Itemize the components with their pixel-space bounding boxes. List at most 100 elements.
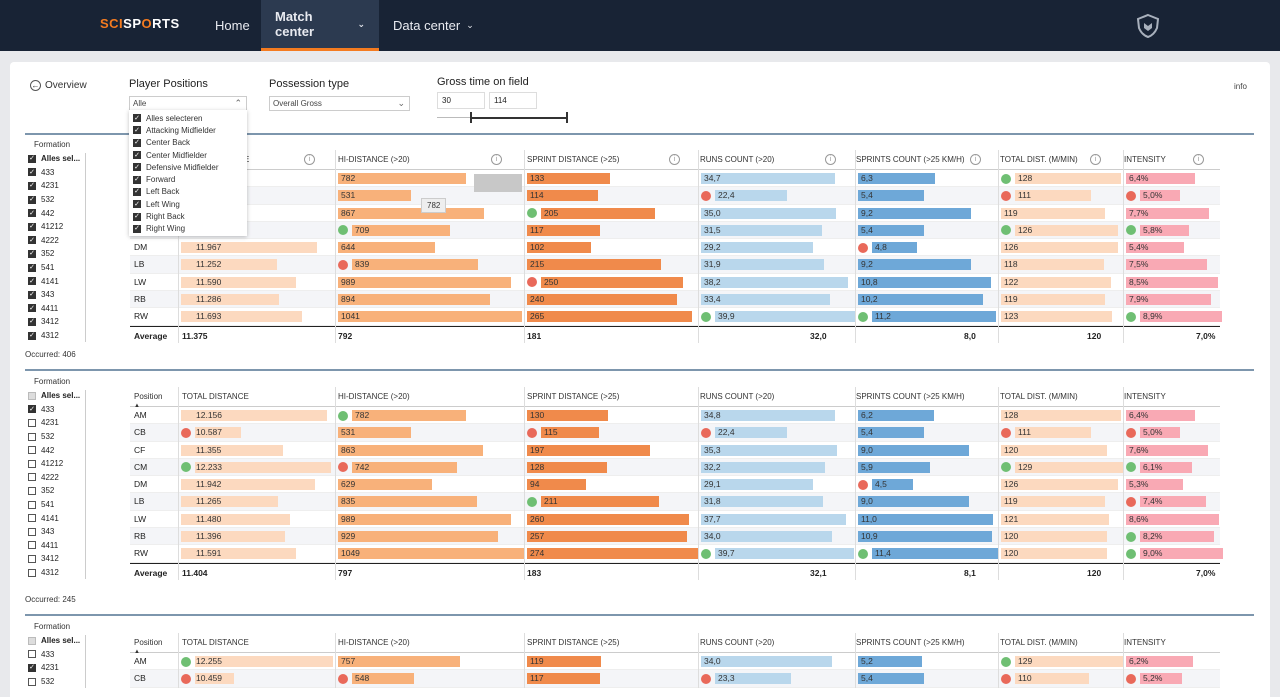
position-option[interactable]: ✓ Alles selecteren [129, 112, 247, 124]
checkbox-checked-icon[interactable]: ✓ [133, 151, 141, 160]
formation-option[interactable]: ✓ 4411 [26, 302, 88, 316]
checkbox-checked-icon[interactable]: ✓ [28, 249, 36, 258]
checkbox-empty-icon[interactable] [28, 459, 36, 468]
formation-option[interactable]: 4222 [26, 471, 88, 485]
checkbox-empty-icon[interactable] [28, 541, 36, 550]
position-option[interactable]: ✓ Center Midfielder [129, 149, 247, 161]
header-total-dist-m-min[interactable]: TOTAL DIST. (M/MIN) [1000, 155, 1078, 164]
table-row[interactable]: LB 11.265 835 211 31,8 9,0 119 7,4% [130, 493, 1220, 511]
formation-option[interactable]: ✓ 4141 [26, 274, 88, 288]
checkbox-partial-icon[interactable] [28, 636, 36, 645]
formation-option[interactable]: ✓ 41212 [26, 220, 88, 234]
formation-option[interactable]: ✓ 532 [26, 193, 88, 207]
formation-option[interactable]: 442 [26, 443, 88, 457]
checkbox-checked-icon[interactable]: ✓ [133, 114, 141, 123]
formation-option[interactable]: 532 [26, 430, 88, 444]
checkbox-checked-icon[interactable]: ✓ [28, 195, 36, 204]
formation-option[interactable]: ✓ 343 [26, 288, 88, 302]
header-total-dist-m-min[interactable]: TOTAL DIST. (M/MIN) [1000, 392, 1078, 401]
table-row[interactable]: LW 11.480 989 260 37,7 11,0 121 8,6% [130, 511, 1220, 529]
checkbox-empty-icon[interactable] [28, 473, 36, 482]
formation-option[interactable]: ✓ 433 [26, 166, 88, 180]
header-sprints-count[interactable]: SPRINTS COUNT (>25 KM/H) [856, 155, 965, 164]
position-option[interactable]: ✓ Defensive Midfielder [129, 161, 247, 173]
formation-option[interactable]: ✓ 352 [26, 247, 88, 261]
formation-option[interactable]: ✓ 4222 [26, 234, 88, 248]
gross-time-slider-max-handle[interactable] [566, 112, 568, 123]
formation-option[interactable]: Alles sel... [26, 634, 88, 648]
nav-match-center[interactable]: Match center ⌄ [261, 0, 379, 51]
formation-option[interactable]: Alles sel... [26, 389, 88, 403]
checkbox-empty-icon[interactable] [28, 486, 36, 495]
checkbox-checked-icon[interactable]: ✓ [133, 212, 141, 221]
formation-option[interactable]: ✓ 4231 [26, 179, 88, 193]
table-row[interactable]: RW 11.693 1041 265 39,9 11,2 123 8,9% [130, 308, 1222, 326]
possession-type-select[interactable]: Overall Gross ⌄ [269, 96, 410, 111]
gross-time-min-input[interactable]: 30 [437, 92, 485, 109]
sort-ascending-icon[interactable]: ▲ [134, 403, 140, 409]
sort-ascending-icon[interactable]: ▲ [134, 649, 140, 655]
checkbox-empty-icon[interactable] [28, 527, 36, 536]
shield-icon[interactable] [1135, 13, 1161, 39]
checkbox-checked-icon[interactable]: ✓ [28, 304, 36, 313]
player-positions-select[interactable]: Alle ⌃ [129, 96, 247, 111]
info-icon[interactable]: i [825, 154, 836, 165]
checkbox-checked-icon[interactable]: ✓ [28, 263, 36, 272]
checkbox-empty-icon[interactable] [28, 568, 36, 577]
formation-option[interactable]: 541 [26, 498, 88, 512]
header-hi-distance[interactable]: HI-DISTANCE (>20) [338, 638, 410, 647]
checkbox-empty-icon[interactable] [28, 446, 36, 455]
checkbox-checked-icon[interactable]: ✓ [133, 200, 141, 209]
checkbox-checked-icon[interactable]: ✓ [133, 175, 141, 184]
formation-option[interactable]: ✓ 433 [26, 403, 88, 417]
checkbox-checked-icon[interactable]: ✓ [28, 663, 36, 672]
header-intensity[interactable]: INTENSITY [1124, 155, 1166, 164]
checkbox-checked-icon[interactable]: ✓ [133, 163, 141, 172]
header-intensity[interactable]: INTENSITY [1124, 638, 1166, 647]
checkbox-empty-icon[interactable] [28, 514, 36, 523]
header-position[interactable]: Position [134, 638, 163, 647]
checkbox-checked-icon[interactable]: ✓ [133, 126, 141, 135]
checkbox-empty-icon[interactable] [28, 418, 36, 427]
header-runs-count[interactable]: RUNS COUNT (>20) [700, 392, 775, 401]
table-row[interactable]: LW 11.590 989 250 38,2 10,8 122 8,5% [130, 274, 1220, 292]
checkbox-checked-icon[interactable]: ✓ [28, 154, 36, 163]
formation-option[interactable]: 3412 [26, 552, 88, 566]
info-link[interactable]: info [1234, 82, 1247, 91]
table-row[interactable]: AM 12.255 757 119 34,0 5,2 129 6,2% [130, 653, 1220, 671]
checkbox-partial-icon[interactable] [28, 391, 36, 400]
position-option[interactable]: ✓ Forward [129, 173, 247, 185]
checkbox-checked-icon[interactable]: ✓ [28, 331, 36, 340]
nav-data-center[interactable]: Data center ⌄ [379, 0, 488, 51]
checkbox-checked-icon[interactable]: ✓ [28, 317, 36, 326]
table-row[interactable]: CF 11.355 863 197 35,3 9,0 120 7,6% [130, 442, 1220, 459]
header-position[interactable]: Position [134, 392, 163, 401]
position-option[interactable]: ✓ Left Wing [129, 198, 247, 210]
table-row[interactable]: RW 11.591 1049 274 39,7 11,4 120 9,0% [130, 545, 1223, 563]
info-icon[interactable]: i [1193, 154, 1204, 165]
formation-option[interactable]: 4141 [26, 511, 88, 525]
formation-option[interactable]: 4411 [26, 539, 88, 553]
checkbox-empty-icon[interactable] [28, 500, 36, 509]
checkbox-checked-icon[interactable]: ✓ [28, 168, 36, 177]
header-hi-distance[interactable]: HI-DISTANCE (>20) [338, 392, 410, 401]
position-option[interactable]: ✓ Center Back [129, 137, 247, 149]
table-row[interactable]: RB 11.396 929 257 34,0 10,9 120 8,2% [130, 528, 1220, 546]
formation-option[interactable]: 41212 [26, 457, 88, 471]
checkbox-empty-icon[interactable] [28, 650, 36, 659]
table-row[interactable]: DM 11.942 629 94 29,1 4,5 126 5,3% [130, 476, 1220, 494]
position-option[interactable]: ✓ Right Wing [129, 223, 247, 235]
header-runs-count[interactable]: RUNS COUNT (>20) [700, 155, 775, 164]
checkbox-checked-icon[interactable]: ✓ [28, 236, 36, 245]
checkbox-checked-icon[interactable]: ✓ [133, 187, 141, 196]
info-icon[interactable]: i [669, 154, 680, 165]
checkbox-checked-icon[interactable]: ✓ [133, 224, 141, 233]
table-row[interactable]: CB 10.587 531 115 22,4 5,4 111 5,0% [130, 424, 1220, 442]
formation-option[interactable]: 352 [26, 484, 88, 498]
formation-option[interactable]: 4312 [26, 566, 88, 580]
scisports-logo[interactable]: SCISPORTS [100, 16, 180, 31]
formation-option[interactable]: 343 [26, 525, 88, 539]
position-option[interactable]: ✓ Left Back [129, 186, 247, 198]
